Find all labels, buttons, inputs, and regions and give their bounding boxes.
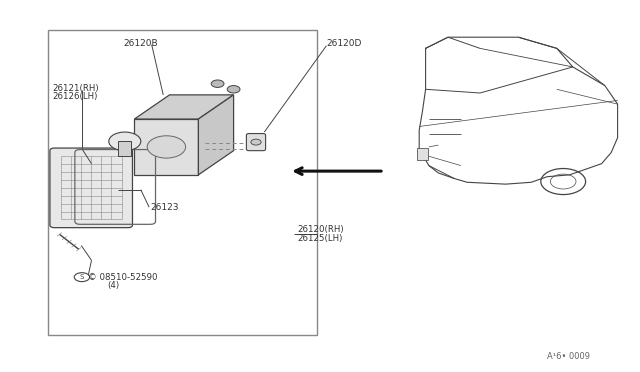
Text: (4): (4) bbox=[108, 281, 120, 290]
Text: A¹6• 0009: A¹6• 0009 bbox=[547, 352, 590, 361]
FancyBboxPatch shape bbox=[50, 148, 132, 228]
Polygon shape bbox=[198, 95, 234, 175]
Polygon shape bbox=[134, 95, 234, 119]
Circle shape bbox=[211, 80, 224, 87]
Bar bbox=[118, 141, 131, 156]
Text: 26121(RH): 26121(RH) bbox=[52, 84, 99, 93]
Polygon shape bbox=[134, 119, 198, 175]
Circle shape bbox=[227, 86, 240, 93]
Text: 26125(LH): 26125(LH) bbox=[298, 234, 343, 243]
Circle shape bbox=[251, 139, 261, 145]
Text: S: S bbox=[80, 274, 84, 280]
Text: 26120B: 26120B bbox=[124, 39, 158, 48]
FancyBboxPatch shape bbox=[417, 148, 428, 160]
Text: 26120D: 26120D bbox=[326, 39, 362, 48]
Circle shape bbox=[74, 273, 90, 282]
Text: 26123: 26123 bbox=[150, 203, 179, 212]
Circle shape bbox=[109, 132, 141, 151]
Bar bbox=[48, 30, 317, 335]
Text: 26120(RH): 26120(RH) bbox=[298, 225, 344, 234]
FancyBboxPatch shape bbox=[246, 134, 266, 151]
Circle shape bbox=[147, 136, 186, 158]
Text: 26126(LH): 26126(LH) bbox=[52, 92, 98, 101]
Text: © 08510-52590: © 08510-52590 bbox=[88, 273, 158, 282]
